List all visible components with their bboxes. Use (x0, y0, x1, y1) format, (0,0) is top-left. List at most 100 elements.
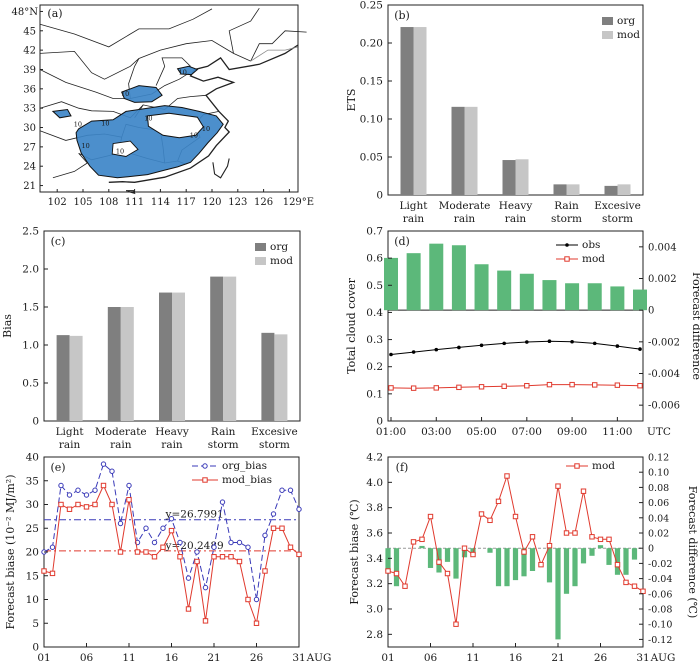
b-bar-org (502, 160, 516, 195)
e-xtick-label: 31 (292, 652, 305, 664)
f-marker-mod (419, 536, 425, 543)
e-legend-label: mod_bias (222, 474, 272, 486)
f-marker-mod (640, 588, 646, 594)
f-difference-bar (606, 548, 612, 565)
e-marker-org_bias (66, 492, 73, 498)
e-marker-mod_bias (143, 549, 149, 555)
c-category-label: Heavy rain (155, 426, 189, 451)
e-marker-mod_bias (245, 596, 251, 603)
f-difference-bar (453, 548, 459, 579)
e-ylabel: Forecast biase (10⁻² MJ/m²) (4, 475, 17, 630)
d-difference-bar (610, 286, 625, 311)
e-xtick-label: 11 (122, 652, 135, 664)
e-marker-mod_bias (83, 504, 90, 510)
e-marker-mod_bias (219, 554, 226, 560)
f-difference-bar (572, 548, 578, 587)
province-border (39, 8, 213, 48)
e-marker-org_bias (109, 468, 115, 474)
map-xtick-label: 108 (99, 197, 118, 208)
e-marker-org_bias (262, 532, 268, 539)
d-xtick-label: 09:00 (557, 426, 587, 438)
f-ytick-right-label: -0.02 (648, 559, 672, 570)
b-bar-mod (464, 106, 478, 195)
e-marker-mod_bias (92, 501, 98, 508)
d-ytick-label: 0.3 (366, 334, 383, 346)
f-ytick-label: 4.2 (366, 452, 383, 464)
f-difference-bar (546, 548, 553, 583)
d-marker-obs (411, 350, 416, 354)
b-category-label: Moderate rain (439, 200, 491, 225)
e-xtick-label: 06 (80, 652, 94, 664)
f-marker-mod (580, 488, 587, 494)
e-marker-org_bias (279, 487, 285, 493)
f-xtick-label: 01 (381, 652, 394, 664)
d-legend-label: mod (582, 253, 605, 265)
f-difference-bar (427, 548, 434, 568)
c-bar-org (210, 276, 224, 421)
f-difference-bar (580, 548, 587, 564)
c-ytick-label: 2.5 (22, 226, 39, 238)
b-category-label: Rain storm (551, 200, 582, 225)
b-ytick-label: 0.25 (360, 0, 383, 12)
e-line-mod_bias (43, 484, 300, 624)
e-legend-label: org_bias (222, 460, 267, 472)
f-marker-mod (563, 530, 570, 536)
d-xtick-label: 07:00 (512, 426, 542, 438)
d-ytick-label: 0.1 (366, 388, 383, 400)
e-ytick-label: 15 (26, 570, 39, 582)
e-ytick-label: 5 (32, 618, 39, 630)
d-ytick-label: 0.6 (366, 253, 383, 265)
e-marker-org_bias (245, 544, 251, 550)
e-marker-org_bias (185, 575, 192, 581)
f-ytick-label: 3.0 (366, 604, 383, 616)
map-xtick-label: 117 (177, 197, 196, 208)
c-ylabel: Bias (1, 314, 14, 338)
e-marker-org_bias (219, 499, 226, 505)
c-bar-mod (120, 307, 134, 421)
f-marker-mod (631, 583, 638, 589)
f-difference-bar (521, 548, 527, 577)
d-difference-bar (565, 283, 580, 311)
d-legend-marker (564, 256, 570, 262)
e-marker-mod_bias (202, 618, 209, 624)
precip-hole-small (111, 140, 139, 157)
e-marker-org_bias (83, 492, 90, 498)
f-marker-mod (495, 498, 502, 505)
e-marker-org_bias (236, 539, 243, 546)
c-ytick-label: 1.0 (22, 340, 39, 352)
b-category-label: Heavy rain (499, 200, 533, 225)
b-bar-mod (515, 159, 529, 195)
d-marker-obs (638, 347, 642, 351)
e-marker-mod_bias (126, 497, 132, 503)
d-ytick-right-label: 0 (648, 306, 654, 317)
e-ytick-label: 25 (26, 523, 39, 535)
f-marker-mod (402, 583, 408, 589)
contour-label: 10 (190, 131, 198, 139)
c-bar-org (261, 332, 275, 421)
f-xunit-label: AUG (650, 652, 676, 664)
e-marker-org_bias (296, 506, 302, 512)
precip-area-west (51, 108, 72, 119)
e-marker-org_bias (228, 539, 234, 546)
province-border (52, 153, 88, 179)
e-marker-mod_bias (279, 525, 285, 531)
d-ytick-right-label: -0.006 (648, 401, 680, 412)
f-xtick-label: 21 (551, 652, 564, 664)
e-reference-label: y=26.7991 (165, 509, 224, 521)
e-marker-org_bias (211, 544, 217, 550)
map-ytick-label: 45 (23, 26, 36, 37)
b-ytick-label: 0.10 (360, 114, 383, 126)
f-marker-mod (478, 511, 485, 517)
c-ytick-label: 1.5 (22, 302, 39, 314)
e-marker-mod_bias (211, 554, 217, 560)
e-ytick-label: 10 (26, 594, 39, 606)
e-legend-marker (202, 463, 208, 469)
map-xtick-label: 114 (151, 197, 170, 208)
b-bar-org (451, 106, 465, 195)
d-xtick-label: 05:00 (466, 426, 496, 438)
e-ytick-label: 40 (26, 452, 39, 464)
d-legend-label: obs (582, 239, 600, 251)
map-ytick-label: 24 (23, 162, 36, 173)
c-legend-swatch (255, 257, 266, 265)
e-marker-mod_bias (287, 544, 294, 550)
